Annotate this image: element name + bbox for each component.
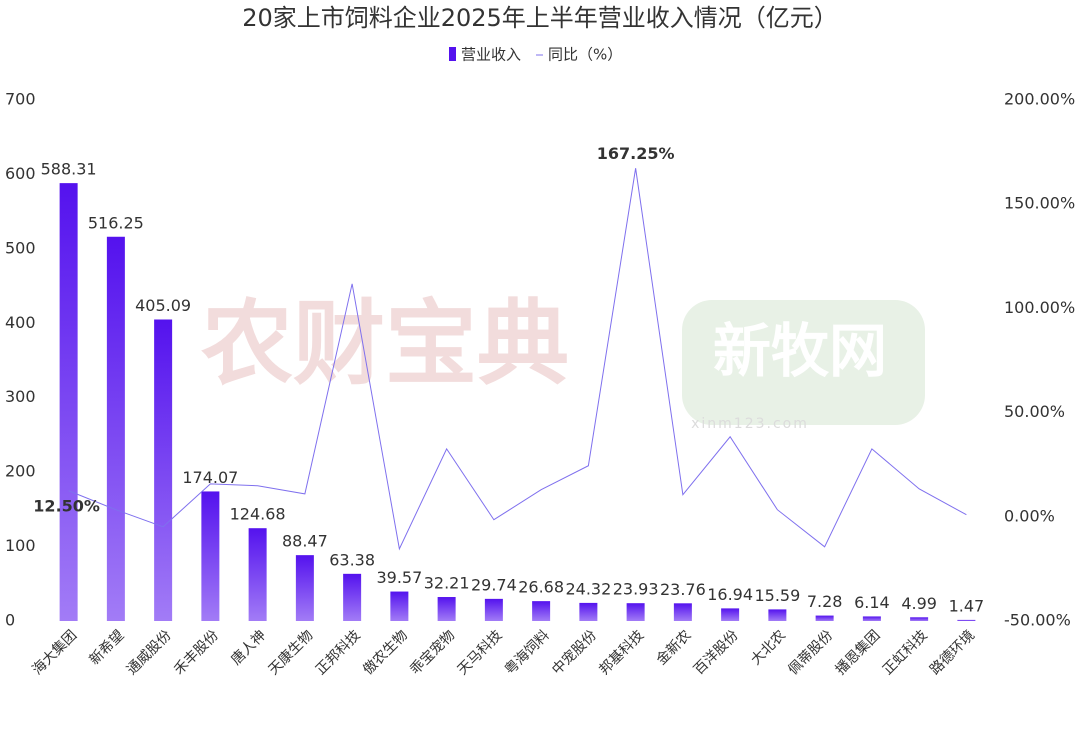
bar xyxy=(59,183,78,621)
bar xyxy=(484,598,503,621)
bar-value-label: 24.32 xyxy=(565,579,611,598)
x-tick-label: 海大集团 xyxy=(29,627,81,679)
y-tick-label: 400 xyxy=(5,313,36,332)
bar-value-label: 174.07 xyxy=(182,468,238,487)
x-tick-label: 乖宝宠物 xyxy=(407,627,458,678)
y2-tick-label: -50.00% xyxy=(1004,611,1071,630)
bar-value-label: 26.68 xyxy=(518,578,564,597)
bar xyxy=(390,591,409,621)
bar-value-label: 39.57 xyxy=(376,568,422,587)
bar-value-label: 15.59 xyxy=(754,586,800,605)
x-tick-label: 中宠股份 xyxy=(549,627,600,678)
bar-value-label: 1.47 xyxy=(949,596,985,615)
bar xyxy=(862,616,881,621)
bar-value-label: 7.28 xyxy=(807,592,843,611)
x-tick-label: 天马科技 xyxy=(455,627,506,678)
bar xyxy=(106,236,125,621)
x-tick-label: 通威股份 xyxy=(124,627,175,678)
y-tick-label: 100 xyxy=(5,536,36,555)
bar xyxy=(910,617,929,621)
x-tick-label: 路德环境 xyxy=(927,627,978,678)
bar xyxy=(768,609,787,621)
x-tick-label: 禾丰股份 xyxy=(171,627,222,678)
x-tick-label: 新希望 xyxy=(87,627,128,668)
legend: 营业收入 同比（%） xyxy=(449,46,622,64)
bar xyxy=(815,615,834,621)
bar xyxy=(201,491,220,621)
x-tick-label: 金新农 xyxy=(654,627,695,668)
bar-value-label: 23.93 xyxy=(613,580,659,599)
bar-value-label: 32.21 xyxy=(424,574,470,593)
bar xyxy=(295,555,314,621)
legend-label[interactable]: 营业收入 xyxy=(461,46,521,64)
y2-tick-label: 50.00% xyxy=(1004,402,1065,421)
x-tick-label: 播恩集团 xyxy=(832,627,884,679)
watermark-bubble xyxy=(682,300,925,425)
y-tick-label: 300 xyxy=(5,387,36,406)
watermark: 新牧网 xyxy=(713,317,887,385)
bar xyxy=(957,619,976,621)
y2-tick-label: 100.00% xyxy=(1004,298,1075,317)
bar-value-label: 29.74 xyxy=(471,575,517,594)
y2-tick-label: 150.00% xyxy=(1004,194,1075,213)
bar-value-label: 588.31 xyxy=(41,160,97,179)
legend-swatch xyxy=(449,47,456,61)
bar-value-label: 63.38 xyxy=(329,550,375,569)
x-tick-label: 正虹科技 xyxy=(880,627,931,678)
x-tick-label: 天康生物 xyxy=(265,627,317,679)
bar xyxy=(532,601,551,621)
y2-tick-label: 200.00% xyxy=(1004,90,1075,109)
y-tick-label: 500 xyxy=(5,238,36,257)
y-tick-label: 0 xyxy=(5,611,15,630)
y-tick-label: 700 xyxy=(5,90,36,109)
legend-label[interactable]: 同比（%） xyxy=(548,46,622,64)
bar xyxy=(626,603,645,621)
bar xyxy=(579,602,598,621)
x-tick-label: 邦基科技 xyxy=(596,627,648,679)
chart-title: 20家上市饲料企业2025年上半年营业收入情况（亿元） xyxy=(242,4,838,32)
x-tick-label: 唐人神 xyxy=(228,627,270,669)
x-tick-label: 粤海饲料 xyxy=(502,627,553,678)
y-tick-label: 200 xyxy=(5,462,36,481)
bar xyxy=(248,528,267,621)
x-tick-label: 正邦科技 xyxy=(313,627,364,678)
bar-value-label: 88.47 xyxy=(282,532,328,551)
line-value-label: 167.25% xyxy=(597,144,675,163)
line xyxy=(68,168,967,551)
x-tick-label: 大北农 xyxy=(748,627,789,668)
bar-value-label: 405.09 xyxy=(135,296,191,315)
watermark: 农财宝典 xyxy=(201,290,569,397)
bar-value-label: 516.25 xyxy=(88,213,144,232)
bar xyxy=(721,608,740,621)
bar xyxy=(437,597,456,621)
bar xyxy=(154,319,173,621)
bar-value-label: 6.14 xyxy=(854,593,890,612)
y2-tick-label: 0.00% xyxy=(1004,506,1055,525)
bar xyxy=(673,603,692,621)
x-tick-label: 佩蒂股份 xyxy=(785,627,836,678)
bar-value-label: 124.68 xyxy=(230,505,286,524)
y-tick-label: 600 xyxy=(5,164,36,183)
line-value-label: 12.50% xyxy=(33,496,100,515)
bar-value-label: 16.94 xyxy=(707,585,753,604)
x-tick-label: 傲农生物 xyxy=(360,627,411,678)
x-tick-label: 百洋股份 xyxy=(691,627,742,678)
watermark: xinm123.com xyxy=(691,416,809,432)
bar-value-label: 4.99 xyxy=(901,594,937,613)
bar-value-label: 23.76 xyxy=(660,580,706,599)
bar xyxy=(343,573,362,621)
